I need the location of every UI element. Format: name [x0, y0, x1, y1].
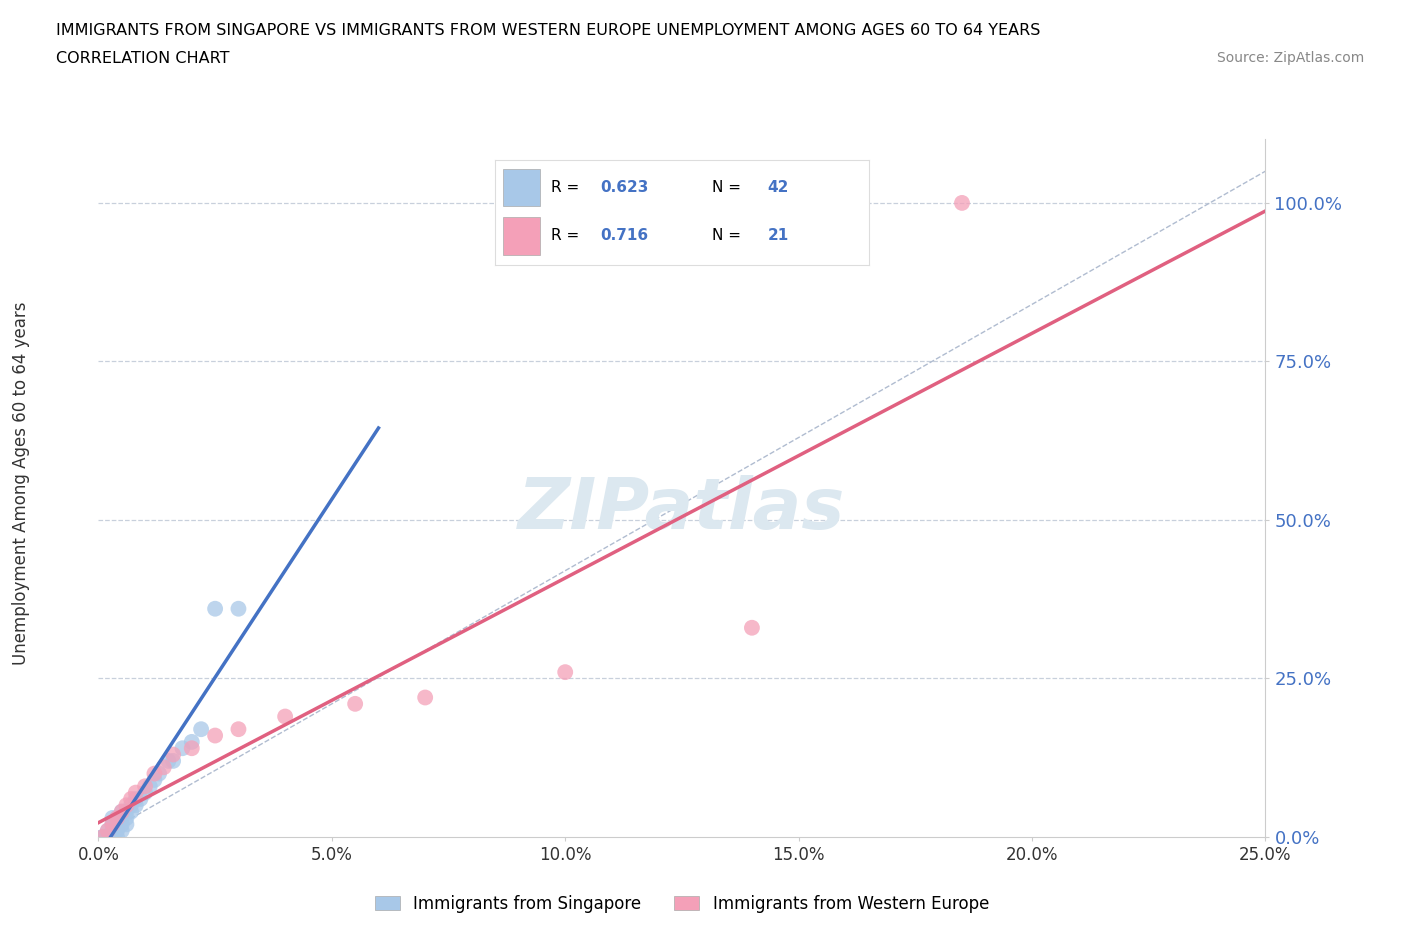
Point: [105, 830, 128, 844]
Point: [228, 722, 250, 737]
Point: [152, 760, 174, 775]
Point: [172, 741, 194, 756]
Point: [228, 602, 250, 617]
Point: [91, 830, 114, 844]
Point: [143, 773, 166, 788]
Text: CORRELATION CHART: CORRELATION CHART: [56, 51, 229, 66]
Point: [105, 817, 128, 831]
Point: [101, 823, 124, 838]
Point: [115, 811, 138, 826]
Text: Unemployment Among Ages 60 to 64 years: Unemployment Among Ages 60 to 64 years: [13, 302, 30, 665]
Point: [101, 830, 124, 844]
Point: [111, 804, 134, 819]
Point: [91, 830, 114, 844]
Point: [134, 778, 156, 793]
Point: [157, 753, 180, 768]
Point: [950, 195, 973, 210]
Point: [97, 830, 120, 844]
Point: [204, 728, 226, 743]
Point: [101, 830, 124, 844]
Point: [91, 830, 114, 844]
Point: [120, 798, 142, 813]
Point: [190, 722, 212, 737]
Point: [115, 817, 138, 831]
Point: [741, 620, 763, 635]
Point: [125, 791, 148, 806]
Point: [180, 735, 202, 750]
Point: [120, 791, 142, 806]
Point: [97, 830, 120, 844]
Point: [344, 697, 367, 711]
Point: [111, 817, 134, 831]
Point: [111, 804, 134, 819]
Point: [97, 823, 120, 838]
Point: [97, 830, 120, 844]
Point: [125, 798, 148, 813]
Point: [413, 690, 436, 705]
Point: [134, 785, 156, 800]
Point: [148, 766, 170, 781]
Point: [101, 817, 124, 831]
Text: ZIPatlas: ZIPatlas: [519, 474, 845, 544]
Point: [162, 753, 184, 768]
Point: [111, 823, 134, 838]
Point: [91, 830, 114, 844]
Point: [101, 830, 124, 844]
Point: [120, 804, 142, 819]
Point: [97, 823, 120, 838]
Point: [97, 830, 120, 844]
Point: [101, 817, 124, 831]
Point: [125, 785, 148, 800]
Point: [115, 804, 138, 819]
Legend: Immigrants from Singapore, Immigrants from Western Europe: Immigrants from Singapore, Immigrants fr…: [368, 888, 995, 920]
Point: [554, 665, 576, 680]
Point: [180, 741, 202, 756]
Point: [105, 811, 128, 826]
Point: [91, 830, 114, 844]
Point: [129, 791, 152, 806]
Text: Source: ZipAtlas.com: Source: ZipAtlas.com: [1216, 51, 1364, 65]
Point: [204, 602, 226, 617]
Text: IMMIGRANTS FROM SINGAPORE VS IMMIGRANTS FROM WESTERN EUROPE UNEMPLOYMENT AMONG A: IMMIGRANTS FROM SINGAPORE VS IMMIGRANTS …: [56, 23, 1040, 38]
Point: [274, 709, 297, 724]
Point: [143, 766, 166, 781]
Point: [105, 823, 128, 838]
Point: [105, 811, 128, 826]
Point: [101, 811, 124, 826]
Point: [111, 811, 134, 826]
Point: [115, 798, 138, 813]
Point: [139, 778, 162, 793]
Point: [162, 747, 184, 762]
